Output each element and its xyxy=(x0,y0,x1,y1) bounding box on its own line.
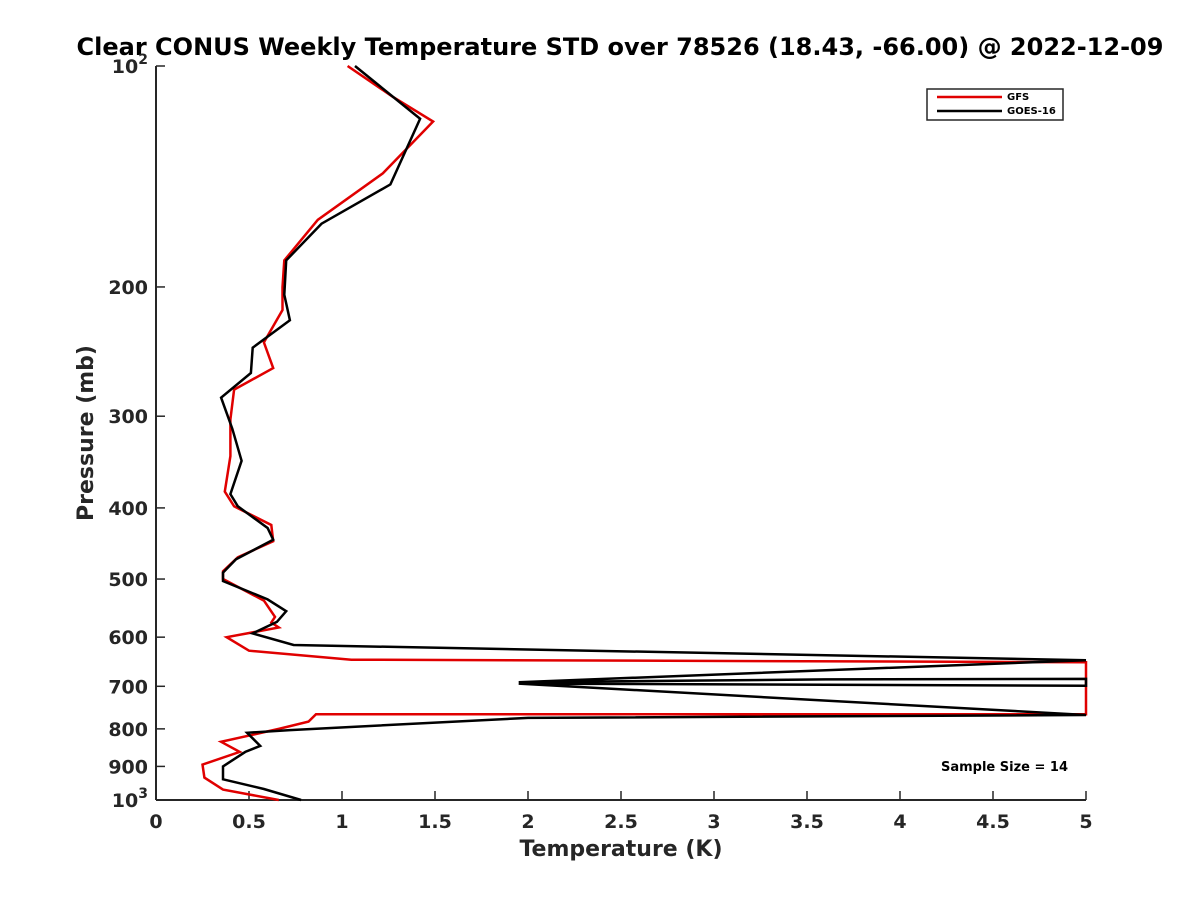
x-tick-label: 3.5 xyxy=(790,811,824,833)
y-tick-label-base: 900 xyxy=(108,756,148,778)
x-tick-label: 0 xyxy=(149,811,162,833)
y-tick-label-base: 200 xyxy=(108,277,148,299)
x-tick-label: 1 xyxy=(335,811,348,833)
x-tick-label: 0.5 xyxy=(232,811,266,833)
sample-size-annotation: Sample Size = 14 xyxy=(941,760,1068,775)
y-tick-label: 700 xyxy=(108,676,148,698)
series-layer xyxy=(201,64,1088,802)
x-tick-label: 4.5 xyxy=(976,811,1010,833)
x-tick-label: 2 xyxy=(521,811,534,833)
y-tick-label: 200 xyxy=(108,277,148,299)
y-tick-label-base: 600 xyxy=(108,627,148,649)
y-tick-label: 400 xyxy=(108,498,148,520)
legend-box xyxy=(926,88,1064,121)
y-tick-label: 900 xyxy=(108,756,148,778)
x-axis-label: Temperature (K) xyxy=(519,837,722,862)
series-line-goes16 xyxy=(219,65,1088,802)
x-axis-ticks: 0 0.5 1 1.5 2 2.5 3 3.5 4 4.5 5 xyxy=(149,791,1093,833)
y-tick-label: 300 xyxy=(108,406,148,428)
y-tick-label-base: 700 xyxy=(108,676,148,698)
y-tick-label-base: 10 xyxy=(112,56,138,78)
y-tick-label-base: 500 xyxy=(108,569,148,591)
x-tick-label: 4 xyxy=(893,811,906,833)
y-tick-label-exponent: 2 xyxy=(138,52,148,68)
y-tick-label: 800 xyxy=(108,719,148,741)
y-tick-label: 102 xyxy=(112,52,148,78)
y-tick-label-base: 10 xyxy=(112,790,138,812)
x-tick-label: 1.5 xyxy=(418,811,452,833)
chart-title: Clear CONUS Weekly Temperature STD over … xyxy=(77,33,1164,61)
x-tick-label: 5 xyxy=(1079,811,1092,833)
legend-label-goes16: GOES-16 xyxy=(1007,106,1056,117)
y-tick-label-base: 300 xyxy=(108,406,148,428)
x-tick-label: 3 xyxy=(707,811,720,833)
y-tick-label: 103 xyxy=(112,786,148,812)
y-tick-label: 500 xyxy=(108,569,148,591)
x-tick-label: 2.5 xyxy=(604,811,638,833)
y-tick-label: 600 xyxy=(108,627,148,649)
y-tick-label-base: 800 xyxy=(108,719,148,741)
y-axis-label: Pressure (mb) xyxy=(74,345,99,521)
legend: GFS GOES-16 xyxy=(926,88,1064,121)
y-tick-label-base: 400 xyxy=(108,498,148,520)
legend-label-gfs: GFS xyxy=(1007,92,1029,103)
y-tick-label-exponent: 3 xyxy=(138,786,148,802)
